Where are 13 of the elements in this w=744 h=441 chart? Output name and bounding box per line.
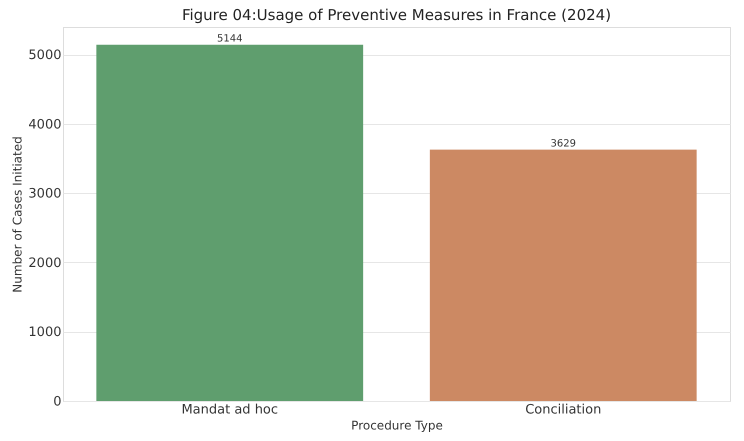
x-axis-title: Procedure Type (351, 418, 443, 432)
y-tick-label: 0 (53, 394, 62, 410)
chart-title: Figure 04:Usage of Preventive Measures in France (2024) (182, 6, 612, 24)
y-tick-label: 3000 (28, 186, 62, 202)
y-axis-title: Number of Cases Initiated (10, 136, 24, 293)
y-tick-label: 1000 (28, 325, 62, 340)
y-tick-label: 5000 (28, 48, 62, 64)
data-label: 5144 (217, 34, 242, 45)
x-tick-label: Mandat ad hoc (181, 402, 278, 418)
y-tick-label: 2000 (28, 256, 62, 271)
data-label: 3629 (550, 138, 576, 150)
y-tick-label: 4000 (28, 117, 62, 132)
x-tick-label: Conciliation (525, 402, 602, 418)
